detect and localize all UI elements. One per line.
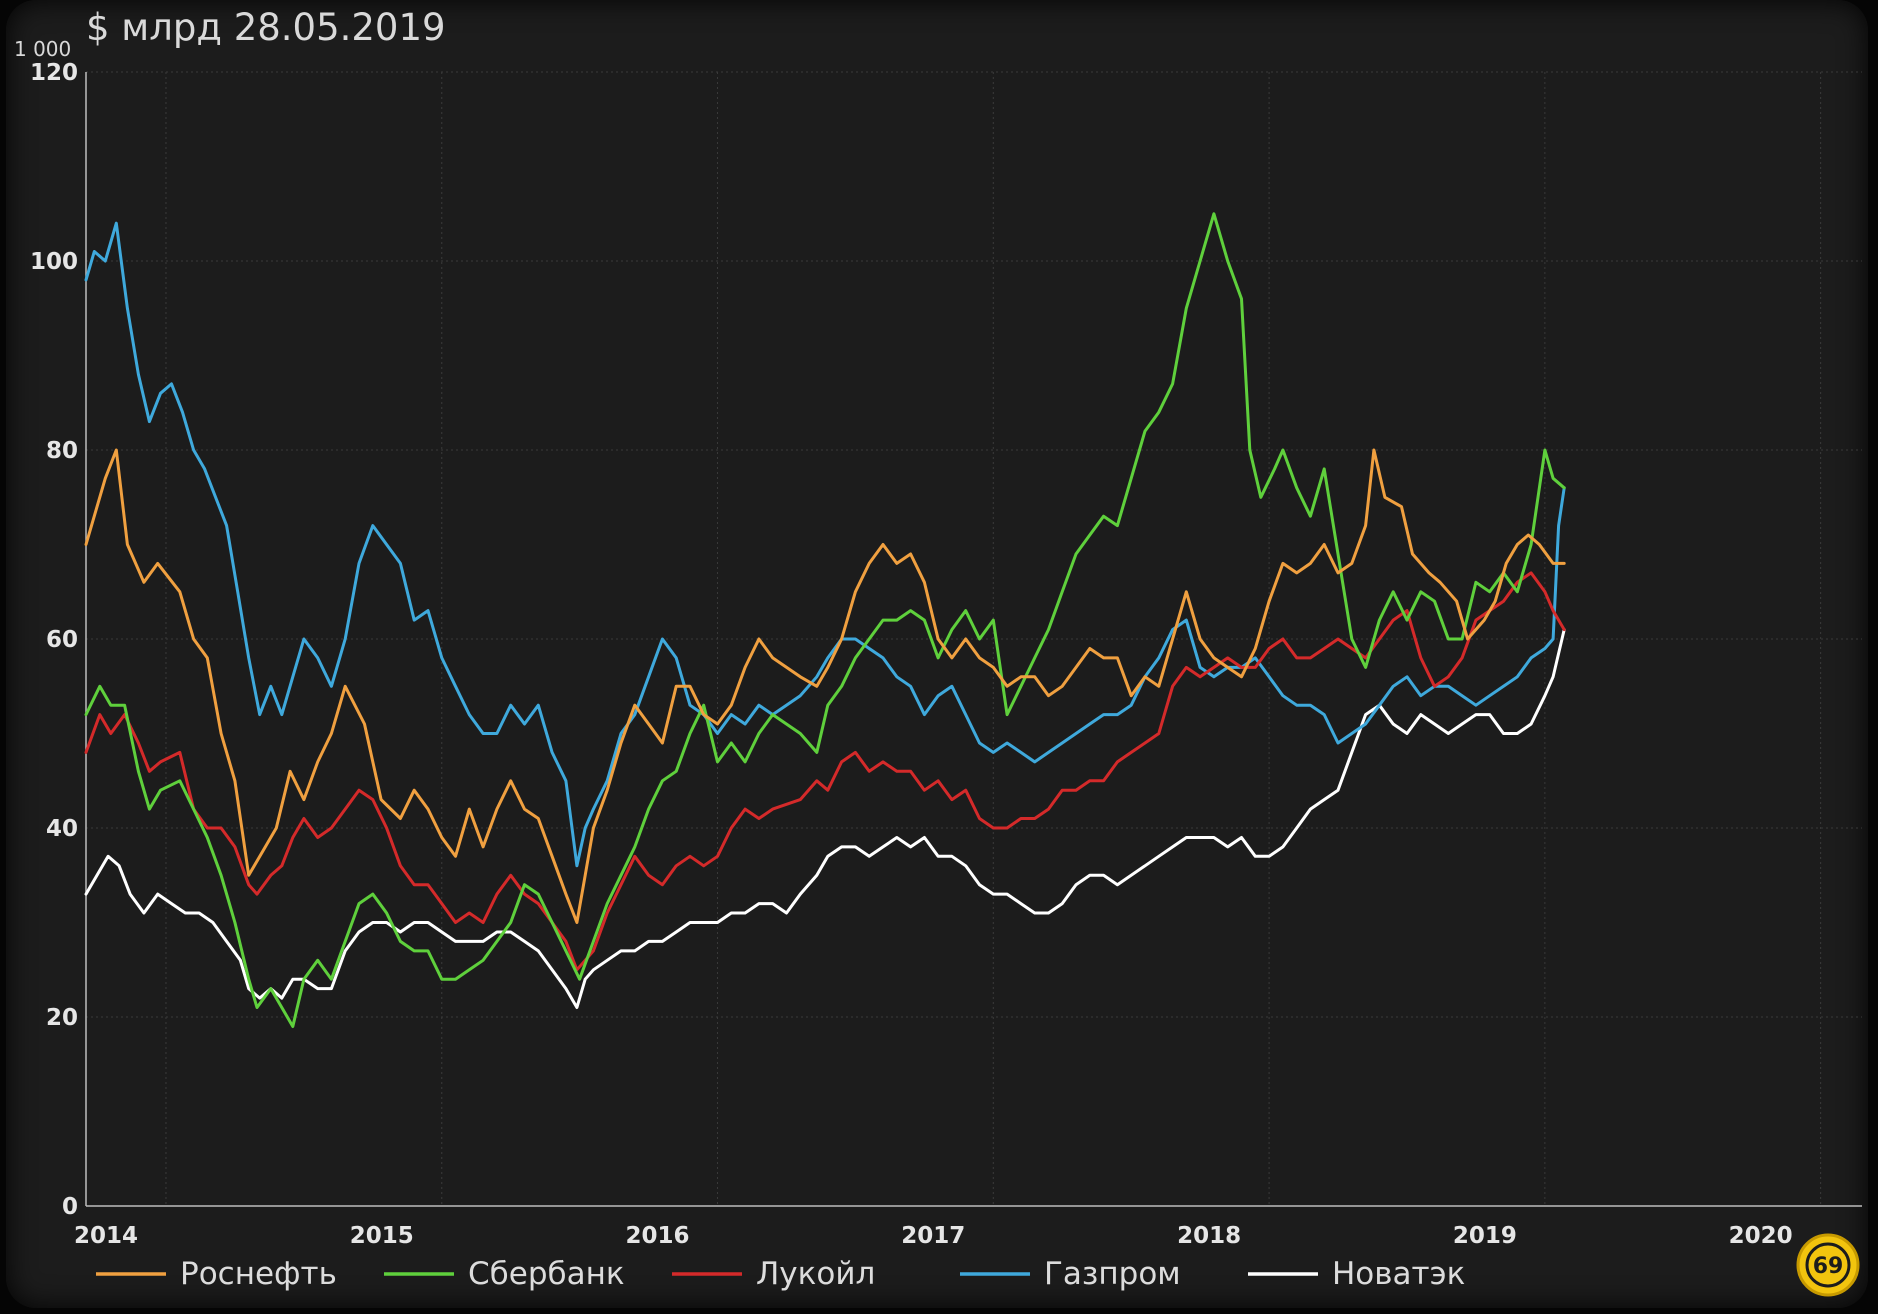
logo-text: 69 bbox=[1813, 1254, 1844, 1279]
legend-label: Лукойл bbox=[756, 1256, 875, 1292]
series-lines bbox=[84, 212, 1566, 1028]
coin-inner-ring bbox=[1805, 1242, 1851, 1288]
legend-label: Новатэк bbox=[1332, 1256, 1465, 1292]
axes: 0 20 40 60 80 100 120 2014 2015 2016 2017 2018 2019 2… bbox=[30, 60, 1862, 1249]
x-tick-label: 2018 bbox=[1177, 1223, 1241, 1249]
logo-badge: 69 bbox=[1796, 1233, 1860, 1297]
grid bbox=[86, 71, 1862, 1206]
y-tick-label: 100 bbox=[30, 249, 78, 275]
series-line bbox=[84, 212, 1566, 1028]
y-tick-label: 60 bbox=[46, 627, 78, 653]
legend-label: Сбербанк bbox=[468, 1256, 625, 1292]
chart-title: $ млрд 28.05.2019 bbox=[86, 6, 446, 49]
y-tick-label: 120 bbox=[30, 60, 78, 86]
legend: Роснефть Сбербанк Лукойл Газпром Новатэк bbox=[96, 1256, 1465, 1292]
x-tick-label: 2019 bbox=[1453, 1223, 1517, 1249]
series-line bbox=[84, 221, 1566, 868]
x-tick-label: 2014 bbox=[74, 1223, 138, 1249]
x-tick-label: 2015 bbox=[350, 1223, 414, 1249]
y-tick-label: 80 bbox=[46, 438, 78, 464]
y-tick-label: 40 bbox=[46, 816, 78, 842]
legend-label: Роснефть bbox=[180, 1256, 337, 1292]
series-line bbox=[84, 448, 1566, 924]
series-line bbox=[84, 628, 1566, 1009]
y-tick-label: 20 bbox=[46, 1005, 78, 1031]
legend-label: Газпром bbox=[1044, 1256, 1181, 1292]
x-tick-label: 2020 bbox=[1729, 1223, 1793, 1249]
series-line bbox=[84, 571, 1566, 972]
x-tick-label: 2016 bbox=[626, 1223, 690, 1249]
x-tick-label: 2017 bbox=[901, 1223, 965, 1249]
unit-label: 1 000 bbox=[14, 37, 71, 61]
y-tick-label: 0 bbox=[62, 1194, 78, 1220]
